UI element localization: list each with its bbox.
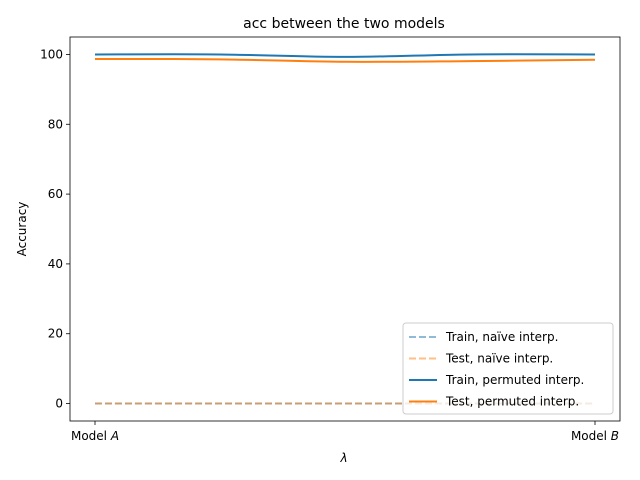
y-tick-label: 0 — [55, 397, 63, 411]
x-tick-model-letter: A — [110, 429, 119, 443]
legend: Train, naïve interp. Test, naïve interp. T… — [402, 322, 614, 415]
legend-label: Test, permuted interp. — [445, 395, 579, 409]
legend-label: Train, naïve interp. — [445, 330, 558, 344]
x-tick-prefix: Model — [571, 429, 611, 443]
axes-frame — [69, 36, 621, 422]
x-tick-model-letter: B — [611, 429, 619, 443]
x-tick-label: Model A — [71, 429, 119, 443]
x-axis: Model A Model B — [71, 421, 619, 443]
y-tick-label: 20 — [48, 327, 63, 341]
x-tick-prefix: Model — [71, 429, 111, 443]
chart-title: acc between the two models — [243, 16, 445, 32]
legend-box — [402, 322, 614, 415]
y-tick-label: 80 — [48, 117, 63, 131]
y-tick-label: 100 — [40, 47, 63, 61]
y-axis-label: Accuracy — [15, 202, 29, 257]
series-line-3 — [94, 53, 596, 58]
legend-label: Train, permuted interp. — [445, 373, 584, 387]
y-tick-label: 60 — [48, 187, 63, 201]
legend-entries: Train, naïve interp. Test, naïve interp. T… — [409, 330, 584, 409]
x-axis-label: λ — [339, 451, 347, 465]
y-axis: 0 20 40 60 80 100 — [40, 47, 70, 411]
series-layer — [94, 53, 596, 405]
series-line-4 — [94, 57, 596, 63]
y-tick-label: 40 — [48, 257, 63, 271]
x-tick-label: Model B — [571, 429, 619, 443]
legend-label: Test, naïve interp. — [445, 352, 553, 366]
